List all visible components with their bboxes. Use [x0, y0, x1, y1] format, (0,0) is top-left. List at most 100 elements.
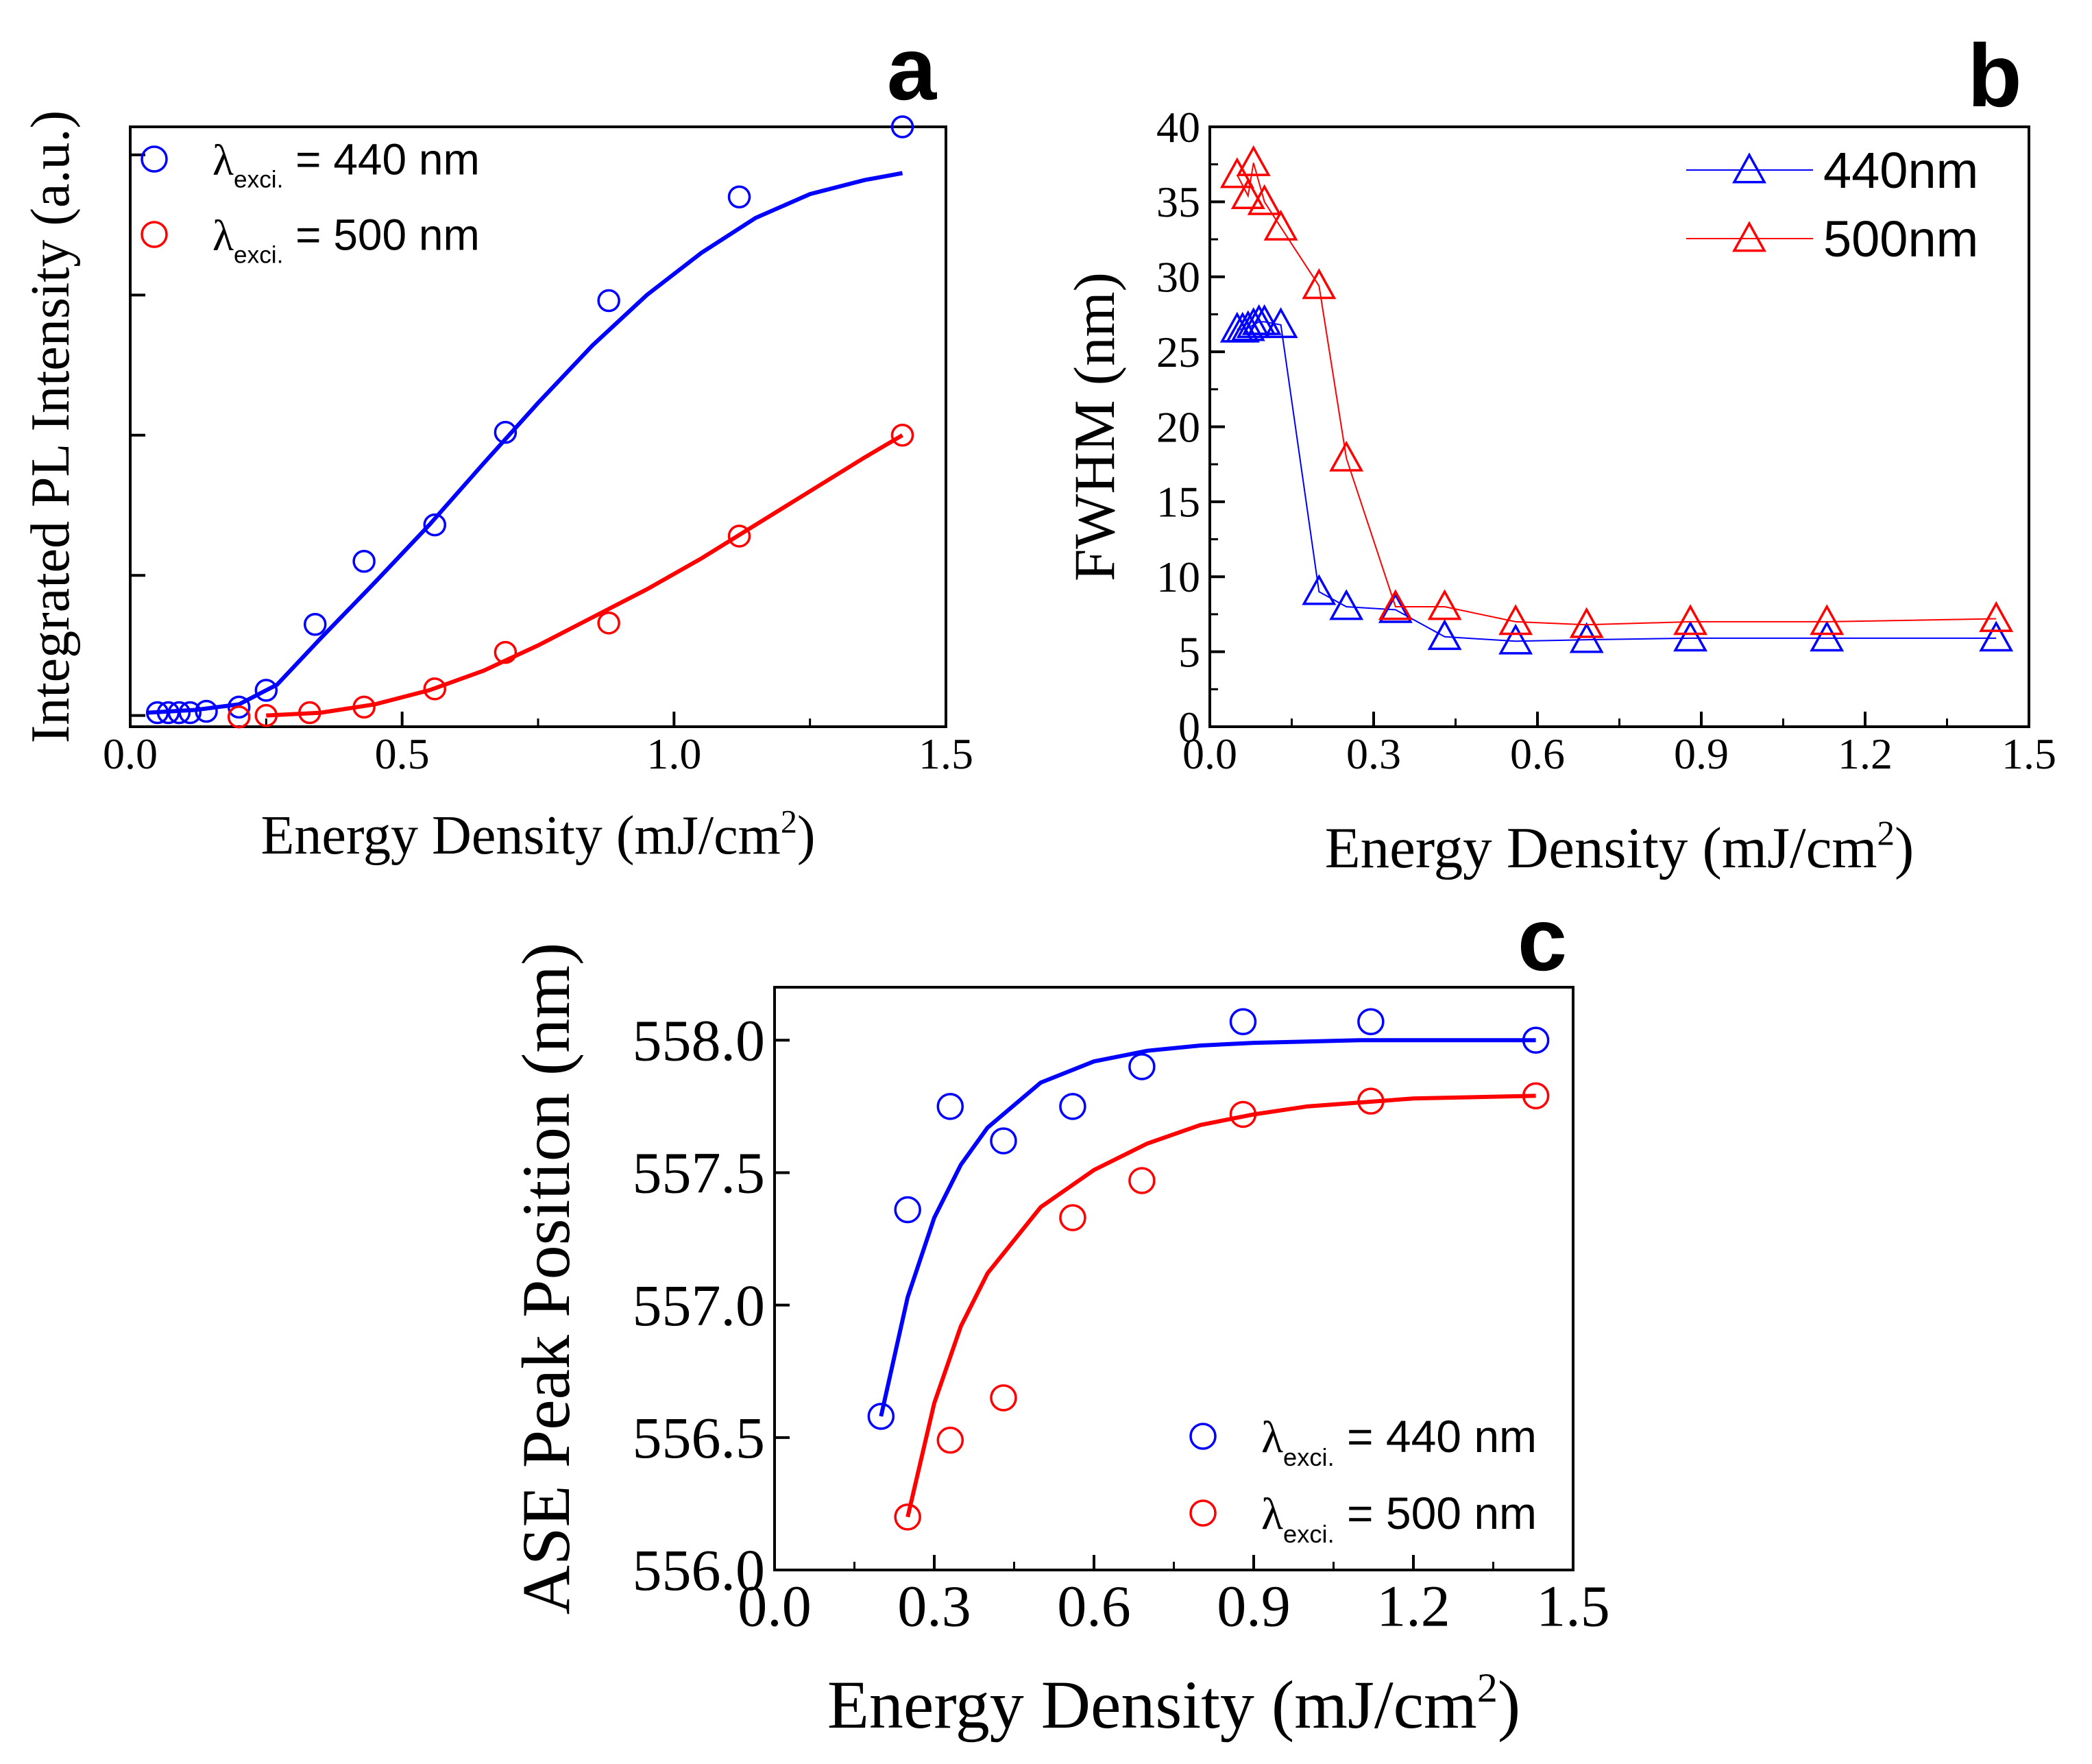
y-axis-title: FWHM (nm)	[1062, 272, 1127, 581]
legend-label: λexci. = 500 nm	[1261, 1488, 1537, 1548]
data-point	[1673, 620, 1708, 652]
legend-lambda: λ	[212, 135, 234, 184]
data-point	[195, 699, 218, 723]
data-point	[1236, 145, 1271, 176]
fit-curve	[905, 1094, 1536, 1518]
data-point	[1263, 307, 1298, 339]
data-point	[1059, 1204, 1086, 1231]
data-point	[178, 701, 202, 725]
data-point	[1378, 589, 1413, 620]
data-point	[890, 424, 914, 447]
data-point	[1498, 623, 1533, 655]
data-point	[1357, 1087, 1385, 1115]
data-point	[1230, 178, 1265, 209]
data-point	[936, 1426, 964, 1454]
data-point	[1247, 184, 1282, 215]
data-point	[1059, 1093, 1086, 1120]
panel-a-chart: 0.0 0.5 1.0 1.5 Energy Density (mJ/cm2) Integ…	[21, 19, 973, 866]
x-tick-label: 0.3	[1346, 729, 1401, 778]
data-point	[990, 1127, 1017, 1155]
x-axis-title-close: )	[1498, 1667, 1520, 1743]
x-tick-label: 1.5	[1536, 1573, 1610, 1639]
series-440nm	[867, 1008, 1550, 1430]
data-point	[352, 695, 376, 719]
data-point	[867, 1403, 895, 1430]
panel-letter-a: a	[887, 19, 938, 119]
data-point	[494, 640, 518, 664]
data-point	[303, 613, 327, 636]
data-point	[1302, 574, 1337, 605]
data-point	[1357, 1008, 1385, 1035]
data-point	[1230, 310, 1265, 341]
data-point	[254, 679, 278, 702]
legend-label: 440nm	[1823, 142, 1978, 199]
x-tick-label: 0.0	[103, 729, 158, 778]
data-point	[1378, 592, 1413, 623]
x-tick-label: 1.2	[1376, 1573, 1450, 1639]
data-point	[1263, 209, 1298, 241]
data-point	[1427, 589, 1462, 620]
data-point	[227, 705, 251, 729]
y-tick-label: 35	[1156, 178, 1200, 226]
series-500nm	[894, 1082, 1550, 1531]
panel-letter-c: c	[1518, 889, 1567, 989]
x-tick-label: 1.5	[2002, 729, 2056, 778]
data-point	[254, 703, 278, 727]
x-axis-title-superscript: 2	[1877, 815, 1895, 854]
data-point	[1498, 604, 1533, 636]
y-tick-label: 20	[1156, 402, 1200, 451]
legend-marker	[141, 221, 168, 248]
x-tick-label: 0.5	[375, 729, 430, 778]
data-point	[1522, 1026, 1550, 1054]
x-tick-label: 0.9	[1674, 729, 1729, 778]
data-point	[1673, 604, 1708, 636]
x-tick-label: 1.0	[646, 729, 701, 778]
data-point	[894, 1196, 921, 1224]
legend-marker	[1732, 152, 1766, 184]
x-axis-title: Energy Density (mJ/cm2)	[1325, 815, 1914, 880]
x-axis-title-text: Energy Density (mJ/cm	[1325, 816, 1877, 880]
data-point	[1810, 620, 1845, 652]
legend-subscript: exci.	[234, 167, 283, 193]
x-axis-title-superscript: 2	[781, 804, 797, 841]
y-tick-label: 557.0	[633, 1272, 766, 1338]
x-tick-label: 0.0	[738, 1573, 812, 1639]
data-point	[1225, 311, 1260, 343]
y-tick-label: 30	[1156, 253, 1200, 302]
x-tick-label: 0.3	[897, 1573, 971, 1639]
y-tick-label: 15	[1156, 478, 1200, 527]
legend-subscript: exci.	[1283, 1520, 1335, 1548]
data-point	[597, 611, 620, 635]
data-point	[1329, 440, 1364, 472]
data-point	[227, 695, 251, 719]
y-tick-label: 557.5	[633, 1140, 766, 1206]
legend-lambda: λ	[212, 210, 234, 259]
data-point	[1569, 607, 1604, 638]
data-point	[1302, 268, 1337, 300]
legend-value: = 440 nm	[283, 134, 479, 184]
legend-label: λexci. = 500 nm	[212, 210, 480, 268]
legend-marker	[1189, 1499, 1217, 1527]
panel-c-chart: 0.0 0.3 0.6 0.9 1.2 1.5 556.0 556.5 557.0 557.5 55…	[508, 889, 1610, 1743]
x-tick-label: 1.5	[919, 729, 973, 778]
x-axis-title-text: Energy Density (mJ/cm	[827, 1667, 1477, 1743]
x-axis-title-close: )	[797, 806, 816, 866]
legend-lambda: λ	[1261, 1412, 1283, 1462]
series-line	[1236, 162, 1997, 626]
x-axis-title-text: Energy Density (mJ/cm	[260, 806, 780, 866]
legend-marker	[141, 145, 168, 173]
series-500nm	[1219, 145, 2014, 638]
data-point	[1229, 1100, 1257, 1128]
legend-marker	[1189, 1423, 1217, 1450]
x-axis-title: Energy Density (mJ/cm2)	[827, 1665, 1520, 1743]
data-point	[1128, 1167, 1156, 1194]
data-point	[890, 115, 914, 138]
data-point	[494, 420, 518, 444]
data-point	[423, 677, 447, 701]
x-tick-label: 0.6	[1510, 729, 1565, 778]
legend-lambda: λ	[1261, 1489, 1283, 1539]
series-500nm	[227, 424, 914, 729]
x-tick-label: 1.2	[1838, 729, 1893, 778]
y-axis-title: ASE Peak Position (nm)	[508, 943, 584, 1615]
